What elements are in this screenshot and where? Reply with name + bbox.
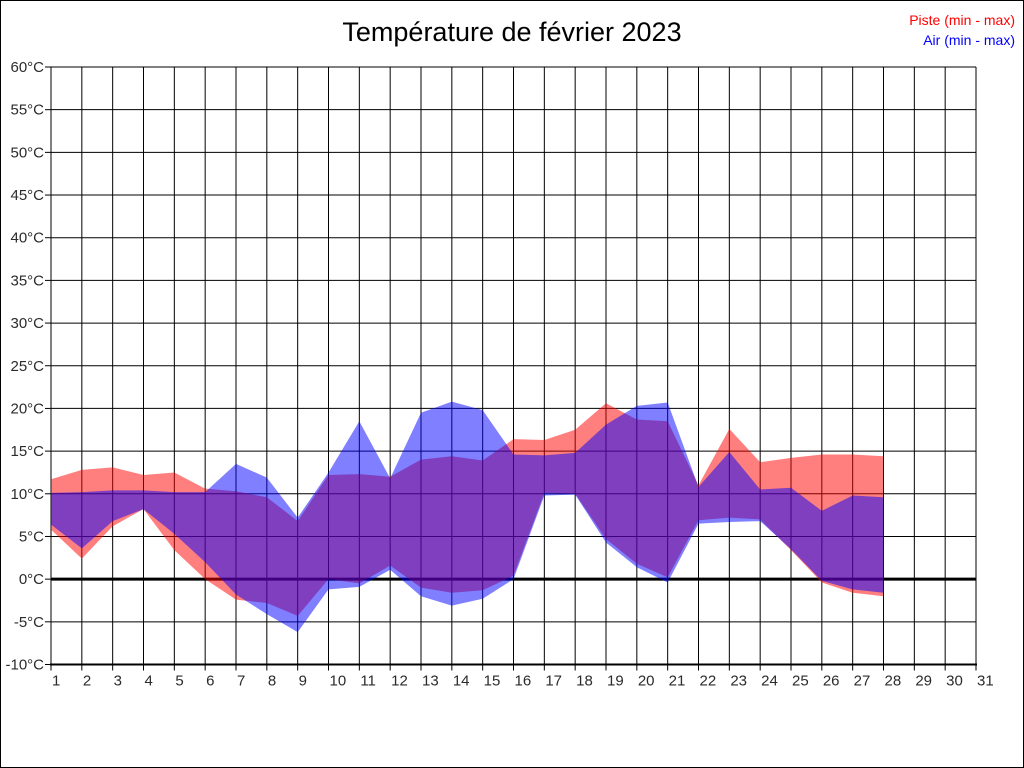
x-axis-label: 10: [330, 673, 347, 690]
air-band: [51, 401, 884, 633]
x-axis-label: 16: [515, 673, 532, 690]
y-axis-label: 60°C: [10, 59, 44, 76]
page-title: Température de février 2023: [342, 17, 682, 47]
x-axis-label: 8: [268, 673, 276, 690]
x-axis-label: 29: [915, 673, 932, 690]
x-axis-label: 24: [761, 673, 778, 690]
y-axis-label: 35°C: [10, 272, 44, 289]
x-axis-label: 25: [792, 673, 809, 690]
x-axis-label: 31: [977, 673, 994, 690]
legend: Piste (min - max) Air (min - max): [909, 10, 1015, 50]
x-axis-label: 12: [391, 673, 408, 690]
x-axis-label: 4: [145, 673, 153, 690]
x-axis-label: 2: [83, 673, 91, 690]
y-axis-label: 5°C: [19, 528, 44, 545]
x-axis-label: 13: [422, 673, 439, 690]
x-axis-label: 3: [114, 673, 122, 690]
x-axis-label: 14: [453, 673, 470, 690]
x-axis-label: 30: [946, 673, 963, 690]
legend-item: Piste (min - max): [909, 12, 1015, 28]
y-axis-label: 0°C: [19, 571, 44, 588]
y-axis-label: 40°C: [10, 230, 44, 247]
y-axis-label: 45°C: [10, 187, 44, 204]
x-axis-label: 17: [545, 673, 562, 690]
y-axis-label: 10°C: [10, 486, 44, 503]
y-axis-label: 25°C: [10, 358, 44, 375]
x-axis-label: 27: [854, 673, 871, 690]
y-axis-label: 15°C: [10, 443, 44, 460]
x-axis-label: 15: [484, 673, 501, 690]
legend-item: Air (min - max): [923, 32, 1015, 48]
x-axis-label: 20: [638, 673, 655, 690]
y-axis-label: 50°C: [10, 144, 44, 161]
x-axis-label: 9: [299, 673, 307, 690]
y-axis-label: -10°C: [5, 657, 44, 674]
x-axis-label: 22: [700, 673, 717, 690]
x-axis-label: 28: [885, 673, 902, 690]
y-axis-label: -5°C: [14, 614, 44, 631]
y-axis-label: 30°C: [10, 315, 44, 332]
x-axis-label: 1: [52, 673, 60, 690]
y-axis-label: 20°C: [10, 400, 44, 417]
x-axis-label: 7: [237, 673, 245, 690]
x-axis-label: 5: [175, 673, 183, 690]
x-axis-label: 23: [730, 673, 747, 690]
y-axis-label: 55°C: [10, 102, 44, 119]
x-axis-label: 6: [206, 673, 214, 690]
x-axis-label: 18: [576, 673, 593, 690]
x-axis-label: 19: [607, 673, 624, 690]
x-axis-label: 21: [669, 673, 686, 690]
x-axis-label: 26: [823, 673, 840, 690]
x-axis-label: 11: [360, 673, 376, 690]
